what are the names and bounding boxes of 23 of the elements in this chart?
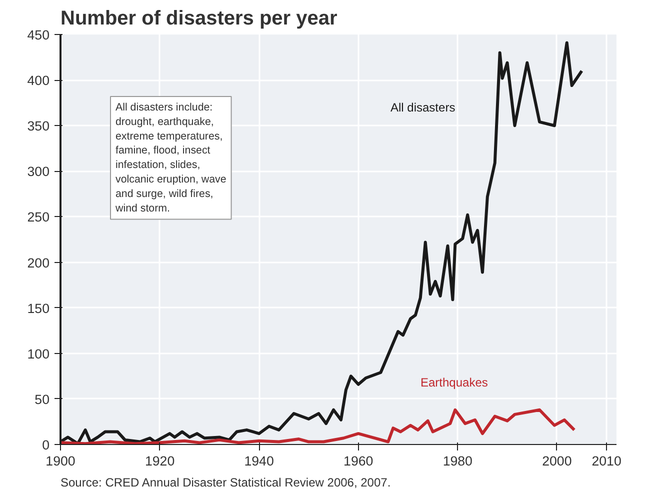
x-tick-label: 2010 (592, 454, 622, 468)
y-tick-label: 150 (27, 300, 50, 316)
y-tick-label: 300 (27, 164, 50, 180)
source-note: Source: CRED Annual Disaster Statistical Review 2006, 2007. (60, 476, 391, 490)
text: All disasters (390, 100, 456, 114)
text: Earthquakes (420, 376, 488, 390)
line-series (60, 408, 576, 444)
x-tick-label: 1920 (144, 454, 175, 468)
x-tick-label: 2000 (542, 454, 572, 468)
annotation: All disasters include: drought, earthquake, extreme temperatures, famine, flood, insect infestation, slides, volcanic eruption, wave and surge, wild fires, wind storm. (114, 102, 226, 214)
y-tick-label: 250 (27, 210, 50, 225)
x-tick-label: 1960 (344, 454, 374, 468)
chart-title: Number of disasters per year (60, 8, 338, 30)
y-tick-label: 50 (34, 392, 50, 407)
y-tick-label: 450 (27, 28, 50, 42)
x-tick-label: 1940 (244, 454, 274, 468)
y-tick-label: 350 (27, 118, 50, 134)
y-tick-label: 0 (42, 438, 50, 452)
x-tick-label: 1900 (46, 454, 76, 468)
x-tick-label: 1980 (442, 454, 472, 468)
y-tick-label: 200 (27, 255, 50, 270)
y-tick-label: 100 (27, 346, 50, 362)
y-tick-label: 400 (27, 73, 50, 88)
